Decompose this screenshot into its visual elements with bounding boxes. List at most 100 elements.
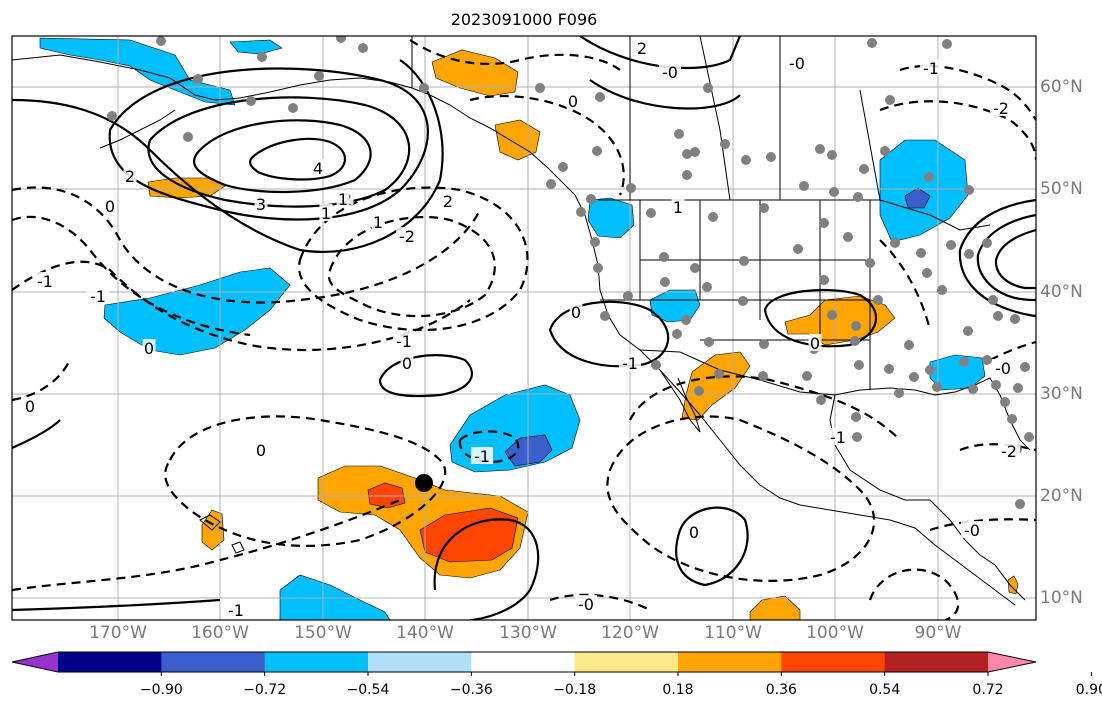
positive-shading [1007,575,1019,595]
negative-shading [229,39,283,55]
contour-label: -2 [1001,442,1017,461]
negative-shading [649,289,701,323]
contour-label: 4 [313,159,323,178]
colorbar-tick-label: −0.18 [553,682,597,698]
colorbar-segment [884,652,989,672]
contour-label: -1 [622,354,638,373]
longitude-label: 130°W [499,623,557,643]
contour-label: -2 [993,99,1009,118]
canada-provinces [411,36,881,201]
contour-label-background [998,442,1020,459]
contour-label: -1 [90,287,106,306]
colorbar-tick-label: 0.54 [869,682,901,698]
longitude-label: 150°W [294,623,352,643]
mexico-gulf-coast [829,394,930,501]
longitude-label: 140°W [396,623,454,643]
station-dots [107,36,1034,509]
contour-label-background [34,272,56,289]
negative-shading [103,267,291,356]
contour-label: -1 [923,59,939,78]
colorbar-segment [781,652,886,672]
contour-label-background [311,159,325,176]
colorbar-segment [988,652,1036,672]
contour-label-background [441,192,455,209]
contour-label: 1 [373,213,383,232]
colorbar-segment [368,652,472,672]
lat-lon-grid [12,36,1036,620]
negative-shading [587,197,635,239]
contour-label-background [786,54,808,71]
contour-label: -0 [789,54,805,73]
colorbar-tick-label: −0.54 [346,682,390,698]
central-america [929,499,1026,601]
contour-label-background [87,287,109,304]
latitude-label: 50°N [1040,179,1083,199]
contour-label: 2 [443,192,453,211]
contour-label: -1 [830,428,846,447]
longitude-label: 90°W [914,623,962,643]
contour-label-background [990,99,1012,116]
colorbar-segment [58,652,162,672]
contour-label-background [635,39,649,56]
contour-label-background [992,359,1014,376]
positive-extreme [419,507,519,563]
contour-label-background [569,303,583,320]
contour-label-background [400,354,414,371]
contour-label-background [827,428,849,445]
latitude-label: 20°N [1040,486,1083,506]
contour-label-layer: 4321210-12-2-110-10-102-00-01-10-10-0-1-… [23,39,1020,620]
contour-label-background [23,397,37,414]
contour-label-background [808,334,822,351]
positive-shading [784,295,896,346]
contour-label: 1 [338,190,348,209]
contour-label-background [371,213,385,230]
north-america-west-coast [574,194,1016,606]
alaska-peninsula [99,109,176,149]
positive-shading [749,595,801,620]
latitude-label: 60°N [1040,77,1083,97]
latitude-label: 10°N [1040,588,1083,608]
contour-label: -1 [396,332,412,351]
colorbar-outline [11,651,1037,673]
contour-label-background [103,197,117,214]
contour-label: -0 [662,63,678,82]
colorbar-segment [574,652,679,672]
colorbar-tick-label: −0.90 [139,682,183,698]
contour-label-background [920,59,942,76]
contour-label-background [254,195,268,212]
contour-label-background [671,198,685,215]
negative-shading [39,37,236,106]
contour-label: 0 [105,197,115,216]
contour-label: 0 [256,441,266,460]
negative-shading [929,354,986,391]
contour-label: 2 [637,39,647,58]
map-title: 2023091000 F096 [450,10,598,29]
colorbar [11,651,1092,676]
latitude-label: 40°N [1040,282,1083,302]
colorbar-tick-label: 0.90 [1075,682,1102,698]
contour-label: 3 [256,195,266,214]
colorbar-tick-label: 0.18 [662,682,694,698]
contour-label: 0 [402,354,412,373]
longitude-label: 110°W [704,623,762,643]
contour-label: 0 [810,334,820,353]
contour-label-background [659,63,681,80]
contour-label: 0 [568,92,578,111]
contour-label-background [961,521,983,538]
contour-label-background [619,354,641,371]
contour-label: -2 [399,227,415,246]
colorbar-tick-label: 0.72 [972,682,1004,698]
contour-label-background [575,595,597,612]
baja-california [659,369,701,433]
contour-label: 1 [673,198,683,217]
colorbar-segment [678,652,782,672]
positive-shading [201,509,225,551]
latitude-label: 30°N [1040,384,1083,404]
contour-label-background [319,204,333,221]
contour-solid [12,36,1036,620]
contour-label: 2 [125,167,135,186]
colorbar-segment [161,652,266,672]
contour-label-background [225,601,247,618]
colorbar-tick-label: −0.36 [449,682,493,698]
